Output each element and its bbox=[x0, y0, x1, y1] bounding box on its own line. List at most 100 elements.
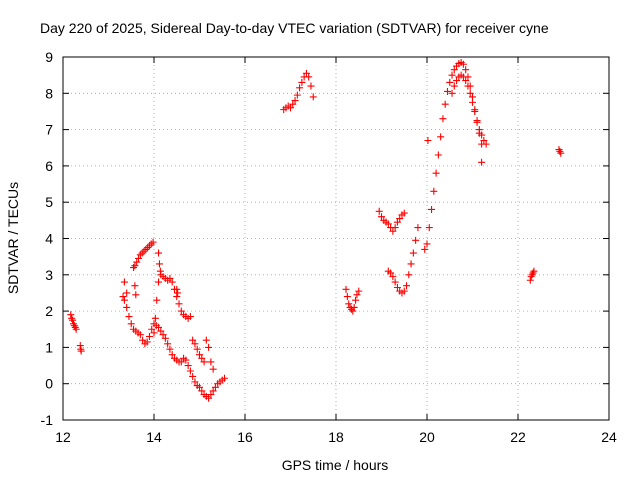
data-point bbox=[287, 104, 294, 112]
data-point bbox=[143, 338, 151, 346]
data-point bbox=[412, 236, 420, 244]
grid bbox=[63, 57, 609, 420]
data-point bbox=[430, 187, 438, 195]
data-point bbox=[70, 322, 78, 330]
data-point bbox=[77, 347, 85, 355]
data-point bbox=[529, 269, 537, 277]
data-point bbox=[138, 249, 146, 257]
data-point bbox=[391, 278, 399, 286]
x-axis-label: GPS time / hours bbox=[282, 457, 389, 473]
data-point bbox=[155, 278, 163, 286]
data-point bbox=[198, 387, 206, 395]
data-point bbox=[466, 89, 474, 97]
data-point bbox=[132, 291, 140, 299]
data-point bbox=[186, 313, 194, 321]
data-point bbox=[120, 296, 128, 304]
y-tick-label: 6 bbox=[45, 158, 53, 174]
data-point bbox=[343, 293, 351, 301]
data-point bbox=[153, 296, 161, 304]
data-point bbox=[166, 274, 174, 282]
y-tick-label: 2 bbox=[45, 303, 53, 319]
data-point bbox=[389, 227, 397, 235]
data-point bbox=[448, 71, 456, 79]
y-axis-label: SDTVAR / TECUs bbox=[5, 182, 21, 294]
data-point bbox=[478, 158, 486, 166]
data-point bbox=[353, 291, 361, 299]
data-point bbox=[191, 340, 199, 348]
data-point bbox=[405, 271, 413, 279]
x-tick-labels: 12 14 16 18 20 22 24 bbox=[55, 429, 617, 445]
y-tick-labels: -1 0 1 2 3 4 5 6 7 8 9 bbox=[41, 49, 54, 428]
data-point bbox=[145, 242, 153, 250]
data-point bbox=[196, 351, 203, 359]
data-point bbox=[471, 107, 479, 115]
data-point bbox=[307, 82, 315, 90]
data-point bbox=[453, 77, 461, 85]
data-point bbox=[428, 205, 436, 213]
data-point bbox=[291, 97, 299, 105]
data-point bbox=[186, 367, 194, 375]
data-point bbox=[459, 73, 467, 81]
data-point bbox=[155, 260, 163, 268]
data-point bbox=[526, 276, 534, 284]
data-point bbox=[293, 91, 301, 99]
data-point bbox=[205, 343, 213, 351]
data-point bbox=[71, 323, 79, 331]
data-point bbox=[437, 133, 445, 141]
data-point bbox=[557, 149, 565, 157]
data-point bbox=[555, 146, 563, 154]
data-point bbox=[393, 218, 401, 226]
data-point bbox=[478, 140, 486, 148]
data-point bbox=[196, 383, 203, 391]
data-point bbox=[182, 356, 190, 364]
data-point bbox=[221, 374, 229, 382]
data-point bbox=[350, 303, 358, 311]
y-tick-label: 7 bbox=[45, 122, 53, 138]
data-point bbox=[528, 271, 536, 279]
x-tick-label: 12 bbox=[55, 429, 71, 445]
data-point bbox=[298, 78, 306, 86]
data-point bbox=[462, 66, 470, 74]
data-point bbox=[309, 93, 317, 101]
data-point bbox=[387, 269, 395, 277]
data-point bbox=[123, 303, 131, 311]
data-point bbox=[200, 358, 208, 366]
data-point bbox=[342, 285, 350, 293]
data-point bbox=[149, 238, 157, 246]
data-point bbox=[144, 244, 152, 252]
x-tick-label: 16 bbox=[237, 429, 253, 445]
data-point bbox=[72, 325, 80, 333]
data-point bbox=[473, 118, 481, 126]
data-point bbox=[305, 73, 313, 81]
data-point bbox=[432, 169, 440, 177]
data-point bbox=[148, 325, 156, 333]
data-point bbox=[211, 383, 219, 391]
data-point bbox=[155, 249, 163, 257]
data-point bbox=[434, 151, 442, 159]
data-point bbox=[130, 264, 138, 272]
data-point bbox=[450, 82, 458, 90]
y-tick-label: 8 bbox=[45, 85, 53, 101]
data-point bbox=[407, 260, 415, 268]
data-point bbox=[378, 213, 385, 221]
data-point bbox=[400, 287, 408, 295]
data-point bbox=[161, 334, 169, 342]
data-point bbox=[448, 89, 456, 97]
data-point bbox=[189, 336, 197, 344]
data-point bbox=[68, 314, 76, 322]
data-point bbox=[556, 147, 564, 155]
data-point bbox=[177, 307, 185, 315]
data-point bbox=[423, 240, 431, 248]
data-point bbox=[142, 245, 150, 253]
data-point bbox=[400, 209, 408, 217]
data-point bbox=[133, 258, 141, 266]
data-point bbox=[469, 98, 476, 106]
axis-ticks bbox=[62, 56, 610, 421]
data-point bbox=[384, 220, 392, 228]
data-point bbox=[296, 84, 304, 92]
data-point bbox=[349, 307, 357, 315]
data-point bbox=[446, 78, 454, 86]
data-point bbox=[480, 136, 488, 144]
data-point bbox=[157, 327, 165, 335]
data-point bbox=[140, 247, 148, 255]
